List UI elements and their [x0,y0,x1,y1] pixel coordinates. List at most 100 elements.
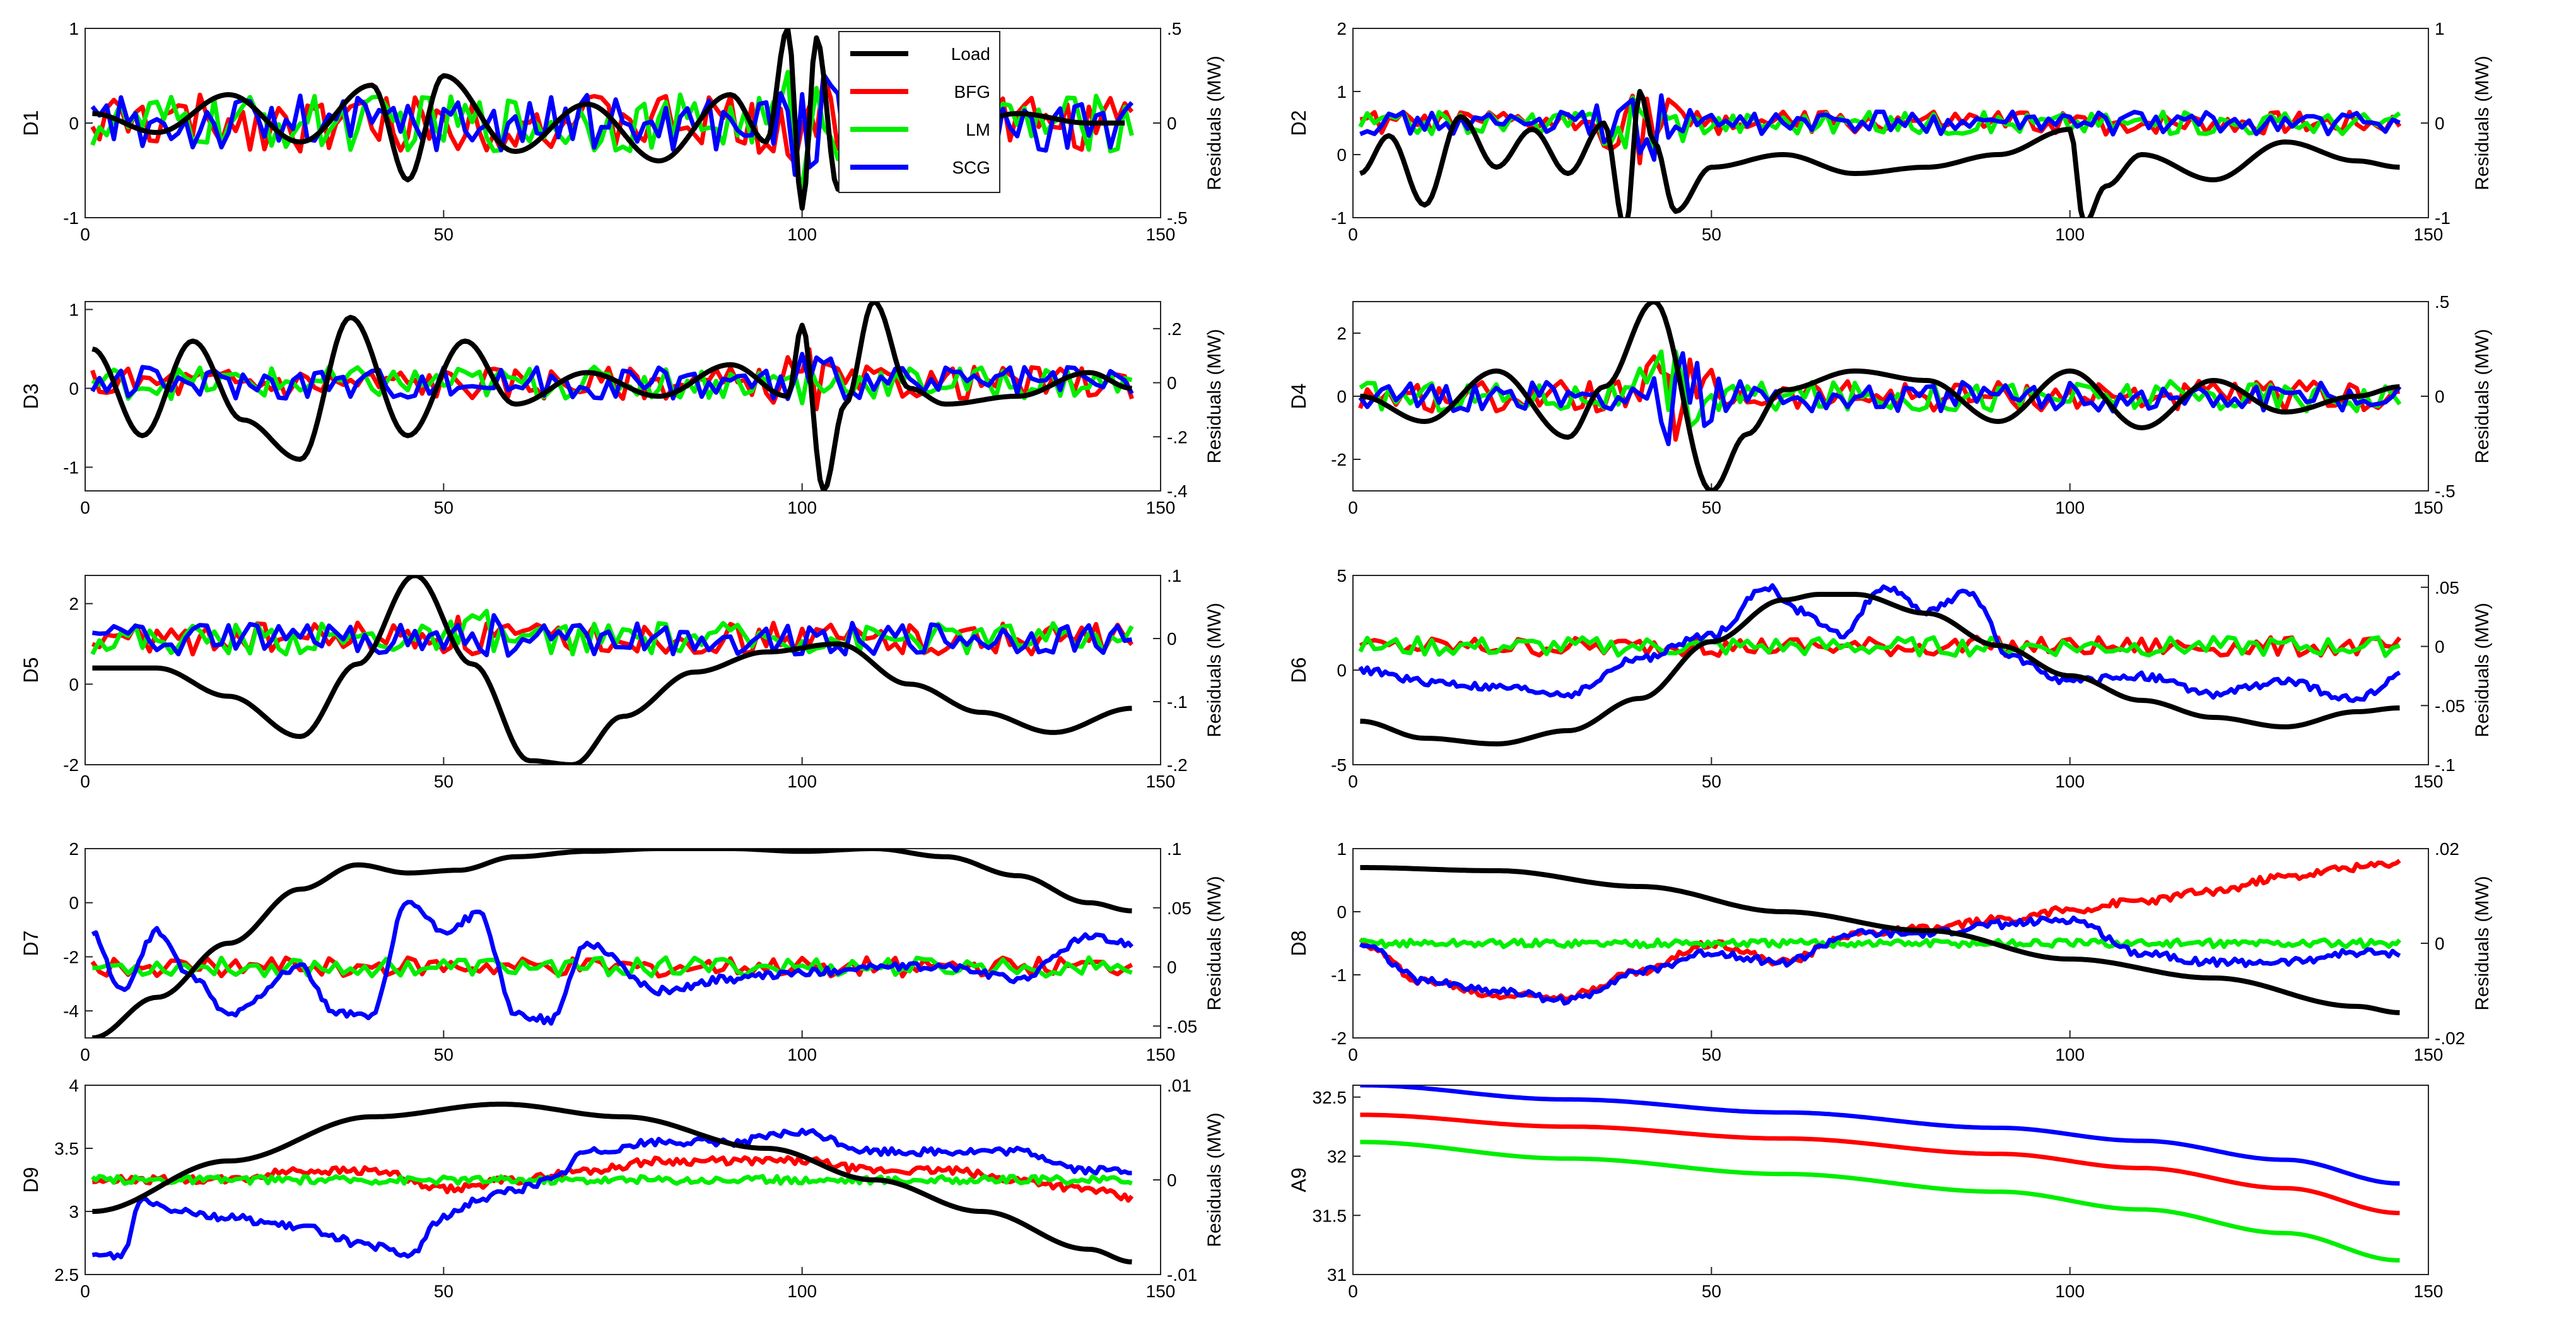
x-tick-label: 0 [80,772,90,791]
y-right-tick-label: 0 [2435,114,2445,133]
y-right-tick-label: .1 [1167,839,1181,859]
y-tick-label: -5 [1331,755,1347,775]
x-tick-label: 50 [1702,1045,1721,1064]
y-tick-label: 0 [69,114,79,133]
series-load [1359,89,2400,218]
y-tick-label: -2 [63,755,79,775]
series-lm [1358,635,2401,658]
x-tick-label: 0 [1348,1281,1358,1301]
x-tick-label: 100 [2055,1281,2085,1301]
left-axis-label: D2 [1287,110,1310,136]
x-tick-label: 50 [1702,498,1721,517]
panel-d4: 0 50 100 150 -2 0 2 -.5 0 .5 Residuals (MW) D4 [1287,292,2493,517]
y-tick-label: -4 [63,1001,79,1021]
y-right-tick-label: 0 [1167,629,1177,649]
x-tick-label: 150 [2414,1281,2444,1301]
y-tick-label: -1 [1331,208,1347,228]
y-tick-label: 1 [1337,839,1347,859]
y-tick-label: 1 [69,300,79,320]
series-scg [1359,915,2401,1006]
series-lm [1358,95,2401,152]
left-axis-label: D1 [20,110,42,136]
y-right-tick-label: -.2 [1167,427,1188,447]
right-axis-label: Residuals (MW) [1204,876,1225,1010]
plot-frame [85,575,1161,765]
y-tick-label: 1 [69,19,79,38]
y-tick-label: 31.5 [1313,1206,1347,1225]
y-right-tick-label: .01 [1167,1076,1191,1095]
y-right-tick-label: 0 [2435,637,2445,657]
y-right-tick-label: .1 [1167,566,1181,586]
y-right-tick-label: -.1 [2435,755,2456,775]
series-lm [91,1174,1133,1186]
left-axis-label: D9 [20,1167,42,1193]
y-tick-label: -2 [1331,450,1347,469]
series-load [92,1102,1132,1264]
series-lm [1359,937,2402,950]
y-tick-label: 0 [69,674,79,694]
right-axis-label: Residuals (MW) [1204,329,1225,463]
plot-frame [85,301,1161,492]
left-axis-label: D6 [1287,657,1310,683]
x-tick-label: 50 [1702,1281,1721,1301]
y-tick-label: -2 [1331,1028,1347,1048]
y-right-tick-label: 0 [2435,934,2445,953]
y-right-tick-label: -1 [2435,208,2450,228]
y-tick-label: 32.5 [1313,1088,1347,1107]
series-bfg [1359,635,2402,658]
x-tick-label: 150 [1146,225,1176,244]
y-tick-label: 2 [1337,324,1347,343]
y-tick-label: 2.5 [54,1265,79,1285]
x-tick-label: 0 [1348,772,1358,791]
y-right-tick-label: 0 [1167,958,1177,977]
y-tick-label: 2 [69,594,79,614]
series-load [1360,592,2400,746]
series-scg [91,1128,1132,1261]
x-tick-label: 150 [1146,1281,1176,1301]
series-scg [1359,93,2401,162]
y-tick-label: 0 [1337,145,1347,165]
y-right-tick-label: 0 [1167,114,1177,133]
x-tick-label: 0 [80,225,90,244]
x-tick-label: 0 [80,498,90,517]
y-tick-label: 2 [1337,19,1347,38]
legend-label-bfg: BFG [954,82,990,102]
y-tick-label: 31 [1327,1265,1347,1285]
y-right-tick-label: .05 [1167,898,1191,918]
y-tick-label: 0 [1337,387,1347,406]
y-right-tick-label: .2 [1167,319,1181,339]
series-lm [1360,1140,2400,1263]
legend-label-lm: LM [966,120,990,139]
y-tick-label: 0 [69,379,79,399]
left-axis-label: D3 [20,384,42,409]
y-tick-label: -1 [1331,965,1347,985]
series-scg [1360,1085,2400,1186]
y-right-tick-label: -.05 [1167,1016,1197,1036]
panel-a9: 0 50 100 150 31 31.5 32 32.5 A9 [1287,1085,2443,1301]
series-load [1360,302,2400,491]
x-tick-label: 0 [80,1045,90,1064]
x-tick-label: 50 [434,225,454,244]
series-load [92,575,1132,765]
series-load [92,849,1132,1038]
series-load [91,302,1132,491]
x-tick-label: 150 [2414,225,2444,244]
x-tick-label: 150 [2414,1045,2444,1064]
series-scg [90,351,1134,401]
y-right-tick-label: -.4 [1167,481,1188,501]
series-scg [91,900,1134,1026]
x-tick-label: 150 [1146,498,1176,517]
y-tick-label: 4 [69,1076,79,1095]
left-axis-label: A9 [1287,1167,1310,1192]
x-tick-label: 100 [787,1045,817,1064]
right-axis-label: Residuals (MW) [1204,56,1225,190]
series-bfg [1360,1112,2400,1215]
series-load [1360,865,2400,1015]
left-axis-label: D5 [20,657,42,683]
x-tick-label: 0 [1348,225,1358,244]
y-tick-label: 3 [69,1202,79,1222]
y-right-tick-label: -.1 [1167,692,1188,712]
